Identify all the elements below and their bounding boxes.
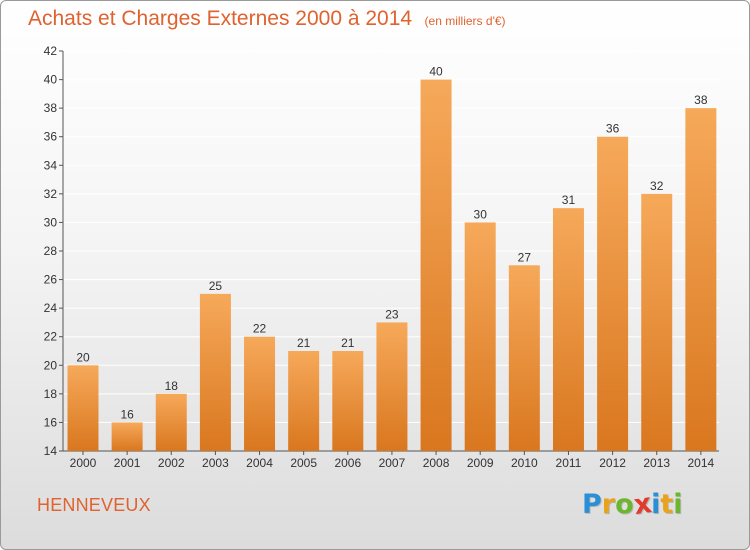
y-tick-label: 16 (44, 415, 58, 429)
data-label-2005: 21 (297, 336, 311, 350)
x-tick-label-2005: 2005 (290, 456, 317, 470)
data-label-2004: 22 (253, 322, 267, 336)
y-tick-label: 32 (44, 187, 58, 201)
y-tick-label: 28 (44, 244, 58, 258)
bar-2007 (376, 322, 408, 451)
bar-2000 (67, 365, 99, 451)
x-tick-label-2002: 2002 (158, 456, 185, 470)
data-label-2002: 18 (165, 379, 179, 393)
y-tick-label: 20 (44, 358, 58, 372)
chart-header: Achats et Charges Externes 2000 à 2014 (… (28, 7, 506, 31)
data-label-2011: 31 (562, 193, 576, 207)
data-label-2008: 40 (429, 65, 443, 79)
logo-letter: x (631, 487, 654, 522)
bars (67, 79, 717, 452)
data-label-2013: 32 (650, 179, 664, 193)
data-label-2010: 27 (518, 250, 532, 264)
bar-2006 (332, 351, 364, 451)
data-label-2006: 21 (341, 336, 355, 350)
logo-letter: i (651, 489, 661, 520)
logo-letter: i (673, 489, 683, 520)
data-label-2012: 36 (606, 122, 620, 136)
y-tick-label: 34 (44, 158, 58, 172)
y-tick-label: 30 (44, 215, 58, 229)
x-tick-label-2004: 2004 (246, 456, 273, 470)
bar-2001 (111, 422, 143, 451)
y-tick-label: 14 (44, 444, 58, 458)
chart-title: Achats et Charges Externes 2000 à 2014 (28, 7, 413, 30)
commune-name: HENNEVEUX (37, 495, 151, 515)
y-tick-label: 24 (44, 301, 58, 315)
data-labels: 20 16 18 25 22 21 21 23 40 30 27 31 36 32 38 (76, 65, 708, 422)
data-label-2014: 38 (694, 93, 708, 107)
bar-2003 (199, 293, 231, 451)
chart-unit: (en milliers d'€) (424, 14, 506, 28)
y-tick-label: 36 (44, 130, 58, 144)
x-tick-label-2012: 2012 (599, 456, 626, 470)
x-tick-label-2013: 2013 (643, 456, 670, 470)
y-tick-label: 42 (44, 44, 58, 58)
x-tick-label-2011: 2011 (556, 456, 582, 470)
logo-letter: r (601, 489, 616, 520)
bar-2005 (288, 351, 320, 451)
y-tick-label: 26 (44, 273, 58, 287)
x-tick-label-2003: 2003 (202, 456, 229, 470)
y-tick-label: 38 (44, 101, 58, 115)
data-label-2003: 25 (209, 279, 223, 293)
bar-2013 (641, 193, 673, 451)
y-tick-label: 40 (44, 73, 58, 87)
logo-letter: o (615, 489, 634, 520)
data-label-2001: 16 (120, 407, 134, 421)
bar-2009 (464, 222, 496, 451)
bar-2004 (244, 336, 276, 451)
bar-2014 (685, 108, 717, 452)
bar-2008 (420, 79, 452, 452)
x-tick-label-2006: 2006 (334, 456, 361, 470)
y-tick-label: 22 (44, 330, 58, 344)
bar-2002 (155, 393, 187, 451)
bar-2011 (552, 208, 584, 451)
x-tick-label-2001: 2001 (114, 456, 141, 470)
proxiti-logo[interactable]: Proxiti (582, 487, 683, 522)
x-tick-label-2007: 2007 (379, 456, 406, 470)
x-tick-label-2009: 2009 (467, 456, 494, 470)
logo-letter: t (660, 489, 674, 520)
data-label-2009: 30 (474, 207, 488, 221)
x-tick-label-2014: 2014 (688, 456, 715, 470)
logo-letter: P (582, 489, 602, 520)
data-label-2007: 23 (385, 307, 399, 321)
x-tick-label-2008: 2008 (423, 456, 450, 470)
y-tick-label: 18 (44, 387, 58, 401)
x-tick-label-2000: 2000 (70, 456, 97, 470)
bar-2012 (597, 136, 629, 451)
bar-2010 (508, 265, 540, 451)
x-tick-label-2010: 2010 (511, 456, 538, 470)
data-label-2000: 20 (76, 350, 90, 364)
